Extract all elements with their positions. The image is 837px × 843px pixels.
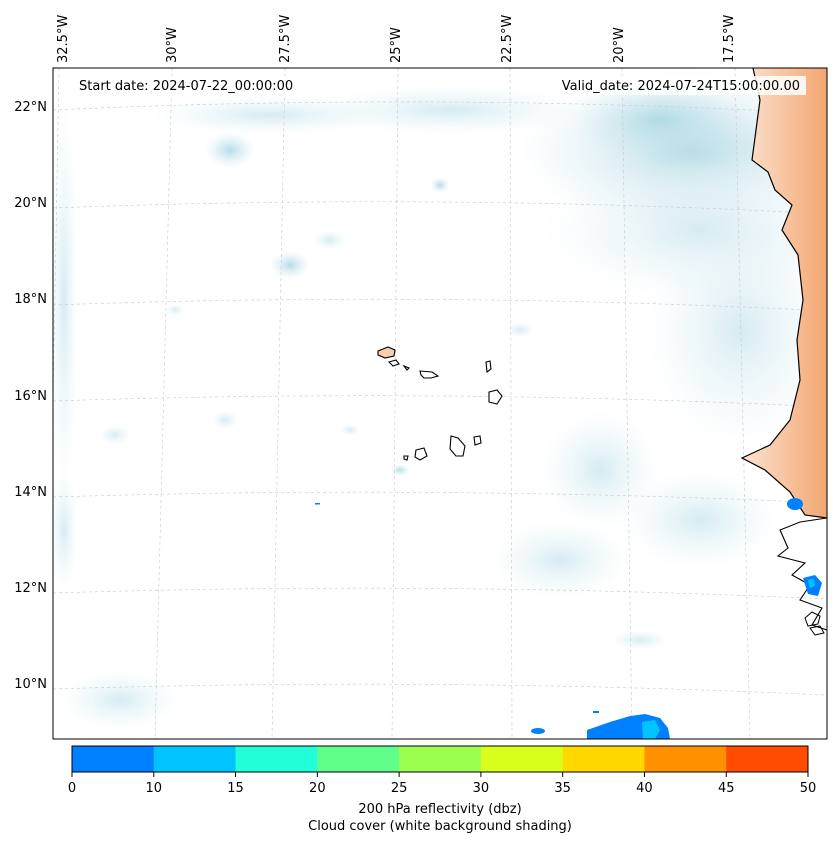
lon-label: 30°W [165, 27, 180, 63]
map-frame [52, 67, 828, 740]
valid-date: Valid_date: 2024-07-24T15:00:00.00 [562, 79, 800, 94]
colorbar-tick-label: 10 [146, 781, 163, 796]
colorbar-tick-label: 40 [636, 781, 653, 796]
colorbar-tick-label: 0 [68, 781, 76, 796]
lon-label: 32.5°W [56, 15, 71, 63]
lon-label: 27.5°W [278, 15, 293, 63]
colorbar-tick-label: 20 [309, 781, 326, 796]
lat-label: 10°N [14, 677, 47, 692]
latitude-labels: 22°N 20°N 18°N 16°N 14°N 12°N 10°N [14, 100, 47, 692]
colorbar: 0 10 15 20 25 30 35 40 45 50 200 hPa reflectivity… [68, 745, 816, 834]
africa-landmass [740, 68, 827, 636]
lat-label: 12°N [14, 581, 47, 596]
colorbar-segment [644, 746, 727, 772]
colorbar-tick-label: 15 [227, 781, 244, 796]
reflectivity-cells [315, 498, 822, 739]
colorbar-sublabel: Cloud cover (white background shading) [308, 819, 572, 834]
colorbar-frame [71, 745, 809, 773]
colorbar-segment [480, 746, 564, 772]
colorbar-segment [235, 746, 318, 772]
lon-label: 17.5°W [722, 15, 737, 63]
colorbar-label: 200 hPa reflectivity (dbz) [358, 802, 521, 817]
colorbar-tick-label: 35 [554, 781, 571, 796]
lat-label: 16°N [14, 389, 47, 404]
cape-verde-islands [377, 346, 503, 461]
colorbar-segment [317, 746, 400, 772]
lon-label: 22.5°W [500, 15, 515, 63]
colorbar-tick-label: 30 [473, 781, 490, 796]
colorbar-tick-label: 25 [391, 781, 408, 796]
colorbar-segments [72, 746, 809, 772]
cloud-cover-shading [53, 70, 827, 730]
lat-label: 20°N [14, 196, 47, 211]
longitude-labels: 32.5°W 30°W 27.5°W 25°W 22.5°W 20°W 17.5… [56, 15, 737, 63]
map-panel: Start date: 2024-07-22_00:00:00 Valid_da… [53, 68, 827, 739]
lat-label: 22°N [14, 100, 47, 115]
colorbar-segment [726, 746, 809, 772]
header: Start date: 2024-07-22_00:00:00 Valid_da… [72, 76, 806, 95]
colorbar-segment [399, 746, 482, 772]
lat-label: 18°N [14, 292, 47, 307]
graticule [53, 68, 827, 739]
colorbar-ticks: 0 10 15 20 25 30 35 40 45 50 [68, 772, 816, 796]
colorbar-tick-label: 45 [718, 781, 735, 796]
colorbar-segment [72, 746, 155, 772]
colorbar-tick-label: 50 [800, 781, 817, 796]
lon-label: 25°W [389, 27, 404, 63]
lat-label: 14°N [14, 485, 47, 500]
lon-label: 20°W [612, 27, 627, 63]
colorbar-segment [562, 746, 645, 772]
colorbar-segment [153, 746, 237, 772]
start-date: Start date: 2024-07-22_00:00:00 [79, 79, 293, 94]
